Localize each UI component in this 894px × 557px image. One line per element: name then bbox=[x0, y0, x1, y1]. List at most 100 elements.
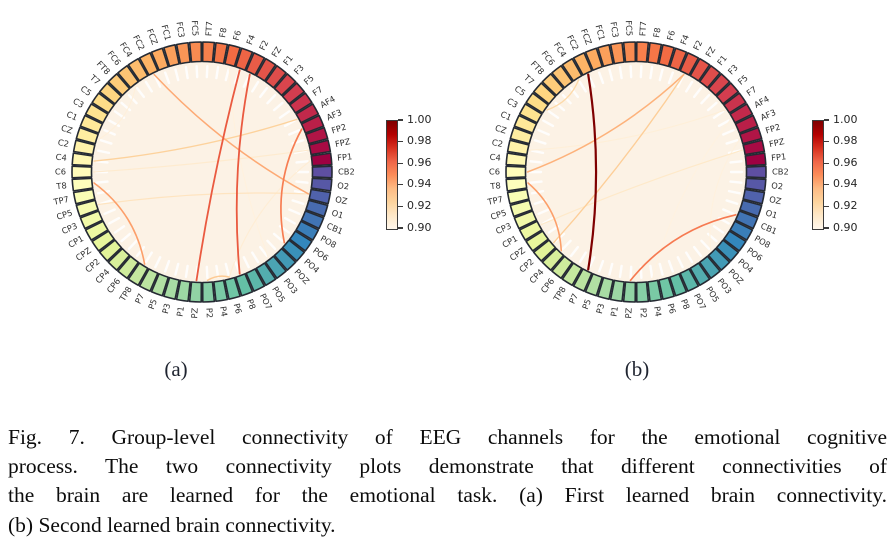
colorbar-tick-label: 0.92 bbox=[833, 198, 858, 212]
connectivity-chord bbox=[552, 73, 685, 244]
channel-label: C5 bbox=[513, 83, 528, 98]
channel-label: F8 bbox=[217, 27, 228, 38]
channel-node bbox=[513, 210, 538, 230]
channel-node bbox=[310, 177, 333, 192]
channel-node bbox=[622, 41, 637, 63]
channel-node bbox=[541, 247, 565, 271]
connectivity-chord bbox=[206, 275, 230, 282]
channel-label: F5 bbox=[302, 73, 316, 87]
channel-label: P8 bbox=[245, 298, 258, 311]
channel-node bbox=[647, 41, 663, 65]
colorbar-tick bbox=[398, 205, 403, 208]
channel-label: AF3 bbox=[325, 107, 343, 122]
node-spike bbox=[588, 256, 596, 269]
node-spike bbox=[251, 251, 260, 264]
channel-node bbox=[742, 139, 766, 156]
channel-node bbox=[734, 114, 759, 134]
node-spike bbox=[174, 68, 180, 82]
channel-node bbox=[541, 73, 565, 97]
channel-node bbox=[679, 52, 700, 76]
connectivity-chord bbox=[195, 69, 241, 282]
node-spike bbox=[578, 80, 587, 93]
channel-label: CB1 bbox=[759, 221, 778, 237]
connectivity-chord bbox=[153, 73, 310, 195]
node-spike bbox=[163, 71, 171, 85]
channel-node bbox=[295, 103, 320, 124]
node-spike bbox=[649, 264, 654, 278]
channel-label: FT7 bbox=[203, 21, 214, 36]
channel-label: FT7 bbox=[637, 21, 648, 36]
node-spike bbox=[154, 256, 162, 269]
colorbar-tick-label: 0.90 bbox=[833, 220, 858, 234]
connectivity-chord bbox=[93, 182, 146, 265]
node-spike bbox=[242, 256, 250, 269]
channel-node bbox=[213, 41, 229, 65]
channel-node bbox=[107, 247, 131, 271]
channel-node bbox=[84, 220, 109, 241]
node-spike bbox=[288, 208, 301, 216]
channel-node bbox=[572, 268, 593, 292]
colorbar-tick bbox=[824, 140, 829, 143]
channel-label: P6 bbox=[666, 302, 678, 314]
channel-node bbox=[505, 177, 528, 192]
node-spike bbox=[658, 262, 664, 276]
node-spike bbox=[561, 93, 572, 105]
channel-node bbox=[561, 262, 583, 287]
node-spike bbox=[533, 199, 547, 205]
node-spike bbox=[215, 264, 220, 278]
connectivity-chord bbox=[587, 73, 598, 271]
colorbar-a-gradient bbox=[386, 120, 398, 230]
channel-node bbox=[308, 139, 332, 156]
channel-label: P6 bbox=[232, 302, 244, 314]
channel-label: C4 bbox=[489, 152, 501, 163]
channel-label: CP1 bbox=[66, 233, 85, 250]
node-spike bbox=[685, 80, 694, 93]
channel-label: TP8 bbox=[551, 285, 568, 304]
node-spike bbox=[533, 139, 547, 145]
colorbar-tick bbox=[398, 162, 403, 164]
node-spike bbox=[725, 139, 739, 145]
node-spike bbox=[224, 262, 230, 276]
channel-node bbox=[311, 165, 333, 179]
channel-node bbox=[518, 220, 543, 241]
channel-node bbox=[281, 82, 306, 105]
channel-node bbox=[138, 268, 159, 292]
channel-node bbox=[84, 103, 109, 124]
node-spike bbox=[266, 93, 277, 105]
channel-node bbox=[658, 276, 675, 300]
channel-label: P7 bbox=[567, 292, 581, 306]
channel-node bbox=[635, 41, 650, 63]
node-spike bbox=[569, 86, 580, 99]
channel-label: P8 bbox=[679, 298, 692, 311]
connectivity-chord bbox=[629, 213, 737, 282]
channel-node bbox=[745, 165, 767, 179]
node-spike bbox=[712, 225, 725, 234]
channel-label: PO7 bbox=[692, 292, 708, 312]
node-spike bbox=[258, 245, 269, 258]
node-spike bbox=[537, 128, 550, 136]
node-spike bbox=[291, 199, 305, 205]
connectivity-chord bbox=[651, 118, 732, 280]
channel-label: P1 bbox=[174, 306, 185, 318]
channel-node bbox=[75, 126, 99, 145]
node-spike bbox=[676, 256, 684, 269]
node-spike bbox=[163, 259, 171, 273]
channel-node bbox=[513, 114, 538, 134]
channel-label: PZ bbox=[189, 307, 200, 318]
channel-label: FZ bbox=[269, 45, 283, 59]
node-spike bbox=[96, 189, 111, 195]
colorbar-tick-label: 0.96 bbox=[833, 155, 858, 169]
node-spike bbox=[729, 180, 743, 184]
colorbar-tick bbox=[398, 119, 403, 121]
connectivity-chord bbox=[527, 182, 563, 252]
channel-node bbox=[300, 210, 325, 230]
colorbar-tick-label: 0.98 bbox=[833, 134, 858, 148]
channel-label: FC3 bbox=[609, 21, 621, 38]
channel-node bbox=[532, 239, 557, 262]
channel-label: O2 bbox=[337, 180, 350, 191]
channel-node bbox=[127, 262, 149, 287]
channel-node bbox=[584, 47, 604, 71]
channel-label: FP1 bbox=[337, 151, 353, 162]
channel-node bbox=[744, 152, 767, 167]
colorbar-tick bbox=[398, 227, 403, 229]
